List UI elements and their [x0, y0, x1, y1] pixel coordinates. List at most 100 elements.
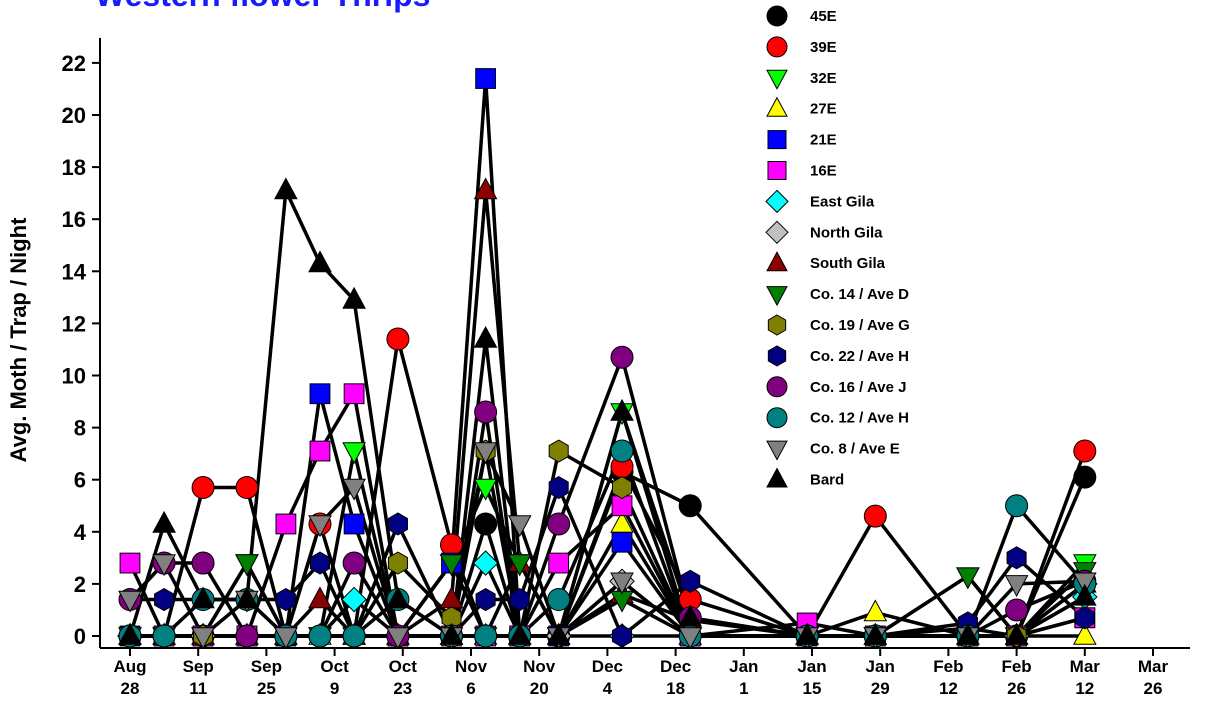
marker [1072, 583, 1097, 606]
legend: 45E 39E 32E 27E 21E 16E East Gila North Gila Sou… [765, 5, 910, 489]
x-tick-label: Sep 11 [183, 657, 214, 698]
y-tick-label: 16 [62, 207, 86, 232]
x-tick-label: Jan 15 [797, 657, 826, 698]
marker [439, 554, 464, 577]
marker [767, 161, 787, 180]
x-tick-label: Dec 4 [592, 657, 623, 698]
marker [235, 476, 259, 500]
marker [473, 478, 498, 501]
marker [611, 624, 633, 648]
marker [766, 376, 788, 398]
marker [766, 467, 788, 488]
marker [387, 551, 408, 575]
marker [308, 515, 332, 538]
marker [119, 552, 141, 574]
marker [766, 286, 788, 307]
marker [343, 383, 365, 405]
y-tick-label: 4 [74, 520, 87, 545]
marker [765, 189, 789, 214]
marker [387, 512, 408, 536]
x-tick-label: Feb 26 [1001, 657, 1031, 698]
marker [475, 587, 496, 612]
marker [610, 398, 634, 421]
legend-label: Co. 22 / Ave H [810, 348, 909, 365]
x-tick-label: Mar 26 [1138, 657, 1169, 698]
marker [474, 624, 498, 648]
legend-label: 21E [810, 132, 837, 149]
marker [507, 622, 532, 645]
marker [191, 476, 215, 500]
marker [863, 622, 888, 645]
marker [766, 407, 788, 429]
legend-label: North Gila [810, 224, 883, 241]
marker [154, 587, 175, 612]
x-tick-label: Aug 28 [113, 657, 146, 698]
series-line [130, 522, 1085, 638]
marker [235, 554, 259, 577]
marker [1072, 572, 1097, 595]
marker [474, 400, 498, 424]
y-axis-label: Avg. Moth / Trap / Night [6, 217, 31, 463]
marker [610, 345, 634, 369]
marker [678, 604, 703, 627]
marker [475, 68, 497, 89]
y-tick-label: 6 [74, 468, 86, 493]
marker [507, 515, 532, 538]
marker [440, 533, 464, 557]
marker [509, 587, 530, 612]
marker [341, 586, 367, 613]
marker [386, 327, 410, 351]
marker [610, 439, 634, 463]
legend-label: 16E [810, 163, 837, 180]
marker [1073, 439, 1097, 463]
series-line [128, 188, 1086, 638]
y-tick-label: 20 [62, 103, 86, 128]
chart-title: Western flower Thrips [95, 0, 430, 13]
legend-label: Co. 16 / Ave J [810, 379, 906, 396]
marker [766, 5, 788, 27]
marker [342, 478, 366, 501]
marker [767, 130, 787, 150]
marker [765, 220, 789, 245]
marker [342, 551, 366, 575]
marker [473, 325, 498, 348]
marker [1005, 494, 1029, 518]
marker [611, 475, 633, 500]
marker [1004, 575, 1029, 598]
x-tick-label: Feb 12 [933, 657, 963, 698]
marker [767, 314, 787, 336]
marker [611, 531, 633, 553]
y-tick-label: 10 [62, 364, 86, 389]
marker [863, 504, 887, 528]
marker [473, 177, 498, 200]
marker [275, 513, 297, 535]
marker [678, 494, 702, 518]
y-tick-label: 2 [74, 572, 86, 597]
marker [342, 286, 366, 309]
markers [117, 68, 1098, 650]
marker [439, 622, 464, 645]
marker [386, 627, 410, 650]
legend-label: 39E [810, 39, 837, 56]
marker [386, 586, 410, 609]
x-tick-label: Sep 25 [251, 657, 282, 698]
marker [152, 624, 176, 648]
marker [547, 512, 571, 536]
marker [546, 622, 571, 645]
series-line [130, 188, 1086, 638]
marker [1006, 546, 1027, 570]
marker [548, 439, 569, 463]
marker [766, 36, 788, 58]
legend-label: East Gila [810, 193, 875, 210]
marker [191, 551, 215, 575]
marker [308, 250, 332, 273]
marker [548, 475, 569, 500]
lines [128, 76, 1087, 638]
marker [767, 345, 787, 367]
marker [308, 624, 332, 648]
marker [678, 627, 703, 650]
legend-label: Co. 14 / Ave D [810, 286, 909, 303]
marker [472, 550, 499, 576]
marker [1005, 598, 1029, 622]
legend-label: South Gila [810, 255, 886, 272]
